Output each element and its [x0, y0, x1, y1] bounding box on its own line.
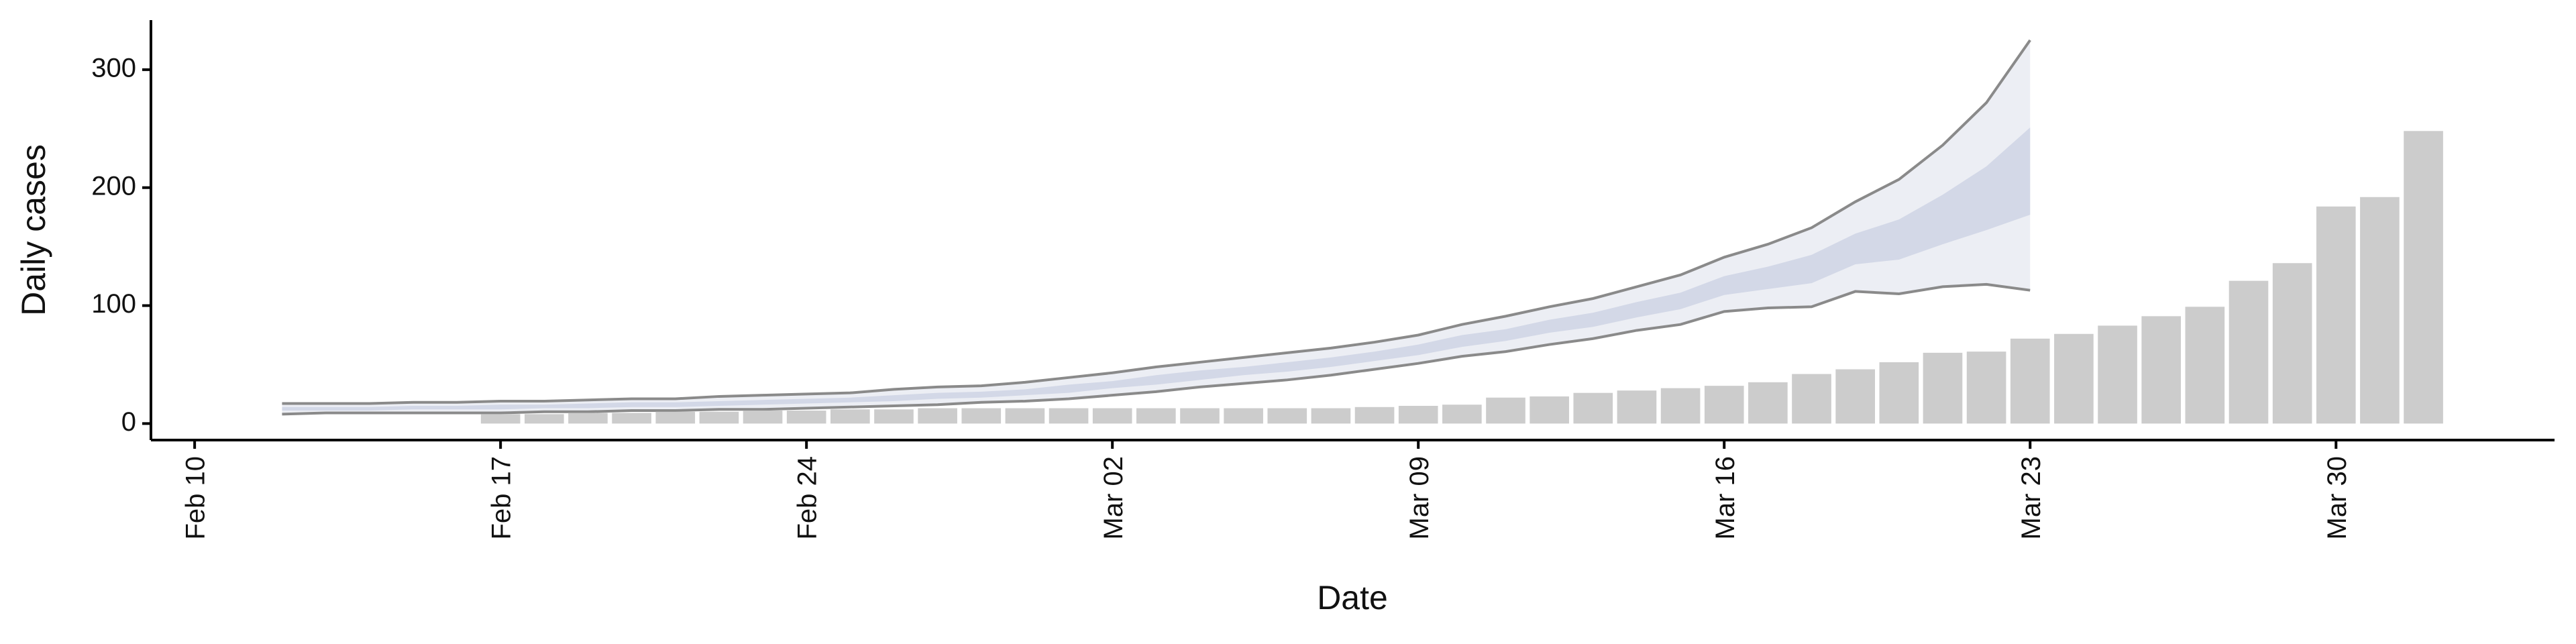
bar — [1835, 369, 1875, 424]
ribbon-outer — [282, 40, 2031, 415]
bar — [480, 414, 521, 424]
bar — [743, 411, 783, 424]
bar — [2272, 263, 2312, 424]
x-tick-label: Mar 09 — [1405, 456, 1434, 540]
bar — [1966, 352, 2006, 424]
y-tick-label: 300 — [91, 53, 136, 83]
bar — [524, 414, 564, 424]
x-tick-label: Mar 23 — [2017, 456, 2046, 540]
y-tick-label: 0 — [121, 407, 136, 437]
bar — [918, 408, 957, 424]
ribbon-bound-line — [282, 39, 2031, 405]
bar — [1398, 406, 1438, 424]
bar — [1792, 374, 1831, 424]
bar — [2185, 307, 2225, 424]
bar — [1704, 386, 1744, 424]
bar — [1267, 408, 1307, 424]
x-tick-label: Mar 02 — [1099, 456, 1128, 540]
x-tick-label: Mar 16 — [1711, 456, 1740, 540]
y-tick-label: 100 — [91, 289, 136, 319]
y-tick-label: 200 — [91, 171, 136, 201]
bar — [568, 413, 608, 424]
bar — [1660, 388, 1701, 424]
ribbon-bound-line — [282, 282, 2031, 416]
bar — [1923, 352, 1963, 424]
x-tick-label: Feb 10 — [181, 456, 211, 540]
y-axis-label: Daily cases — [15, 144, 52, 316]
bar — [2054, 333, 2094, 424]
bar — [830, 409, 870, 424]
bar — [786, 411, 826, 424]
bar — [1224, 408, 1263, 424]
bar — [2010, 338, 2050, 424]
x-axis-label: Date — [1317, 579, 1388, 616]
bar — [1529, 396, 1569, 424]
bar — [1879, 362, 1919, 424]
bar — [1486, 397, 1525, 424]
x-tick-label: Feb 17 — [487, 456, 517, 540]
bar — [1049, 408, 1089, 424]
bar — [1180, 408, 1220, 424]
bar — [1311, 408, 1351, 424]
bar — [874, 409, 914, 424]
bar — [1748, 382, 1788, 424]
bar — [655, 411, 696, 424]
bar — [1617, 390, 1657, 424]
bar — [2404, 131, 2443, 424]
bar — [2316, 206, 2356, 424]
bar — [2141, 316, 2182, 424]
bar — [1136, 408, 1176, 424]
bar — [612, 413, 651, 424]
x-tick-label: Feb 24 — [793, 456, 822, 540]
bar — [1005, 408, 1045, 424]
bar — [699, 411, 739, 424]
bar — [2229, 280, 2269, 424]
bar — [961, 408, 1002, 424]
bar — [1092, 408, 1132, 424]
bar — [2360, 197, 2400, 424]
bar — [2098, 325, 2137, 424]
bar — [1573, 392, 1613, 424]
bar — [1354, 407, 1395, 424]
x-tick-label: Mar 30 — [2322, 456, 2352, 540]
bar — [1442, 405, 1482, 424]
